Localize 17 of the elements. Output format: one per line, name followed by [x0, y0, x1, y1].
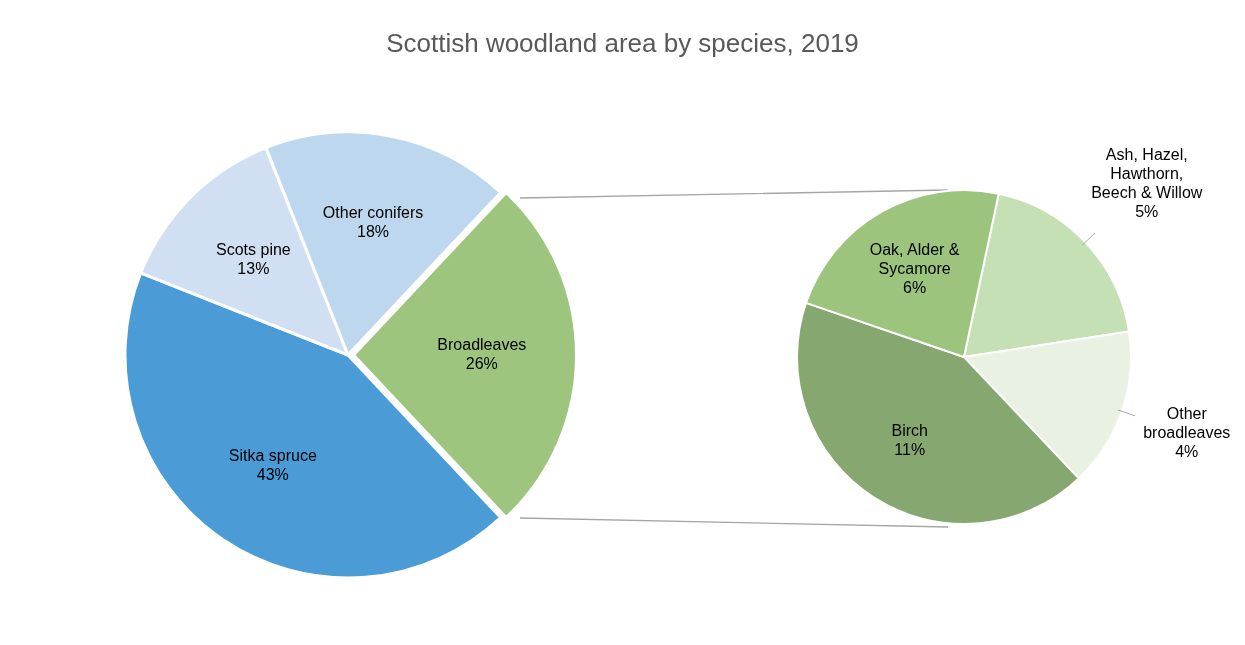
data-label: 6% — [903, 279, 927, 297]
slice-label: Other conifers — [322, 204, 424, 222]
data-label: 43% — [256, 465, 289, 483]
data-label: 4% — [1175, 442, 1199, 460]
data-label: 18% — [357, 223, 390, 241]
data-label: 5% — [1135, 203, 1159, 221]
slice-label: Broadleaves — [437, 335, 527, 353]
chart-title: Scottish woodland area by species, 2019 — [385, 28, 860, 59]
slice-label: Oak, Alder & Sycamore — [869, 241, 960, 278]
data-label: 13% — [237, 260, 270, 278]
data-label: 11% — [894, 441, 926, 459]
slice-label: Birch — [891, 422, 928, 440]
slice-label: Sitka spruce — [228, 446, 317, 464]
slice-label: Ash, Hazel, Hawthorn, Beech & Willow — [1091, 146, 1203, 202]
data-label: 26% — [465, 354, 498, 372]
slice-label: Other broadleaves — [1143, 404, 1231, 441]
slice-label: Scots pine — [216, 241, 291, 259]
